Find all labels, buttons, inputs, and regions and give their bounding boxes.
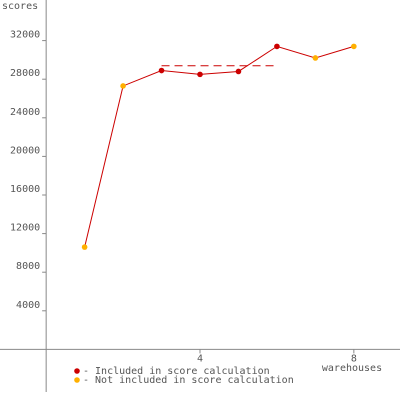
y-axis-label: scores [2,1,38,12]
point [197,71,203,78]
point [120,83,126,89]
x-tick-label: 4 [197,353,203,364]
y-tick-label: 28000 [10,68,40,79]
point [158,67,165,74]
point [351,43,357,50]
y-tick-label: 12000 [10,223,40,234]
y-tick-label: 8000 [16,261,40,272]
x-axis-label: warehouses [322,363,382,374]
legend-label: - Not included in score calculation [83,375,294,386]
y-tick-label: 24000 [10,107,40,118]
legend-label: - Included in score calculation [83,366,270,377]
point [274,43,280,50]
y-tick-label: 16000 [10,184,40,195]
series-line [84,45,354,248]
legend-marker [74,368,80,374]
point [312,55,319,61]
y-tick-label: 20000 [10,145,40,156]
y-tick-label: 32000 [10,30,40,41]
x-tick-label: 8 [351,353,357,364]
legend-marker [74,377,80,383]
point [81,244,88,250]
y-tick-label: 4000 [16,300,40,311]
point [235,68,242,75]
